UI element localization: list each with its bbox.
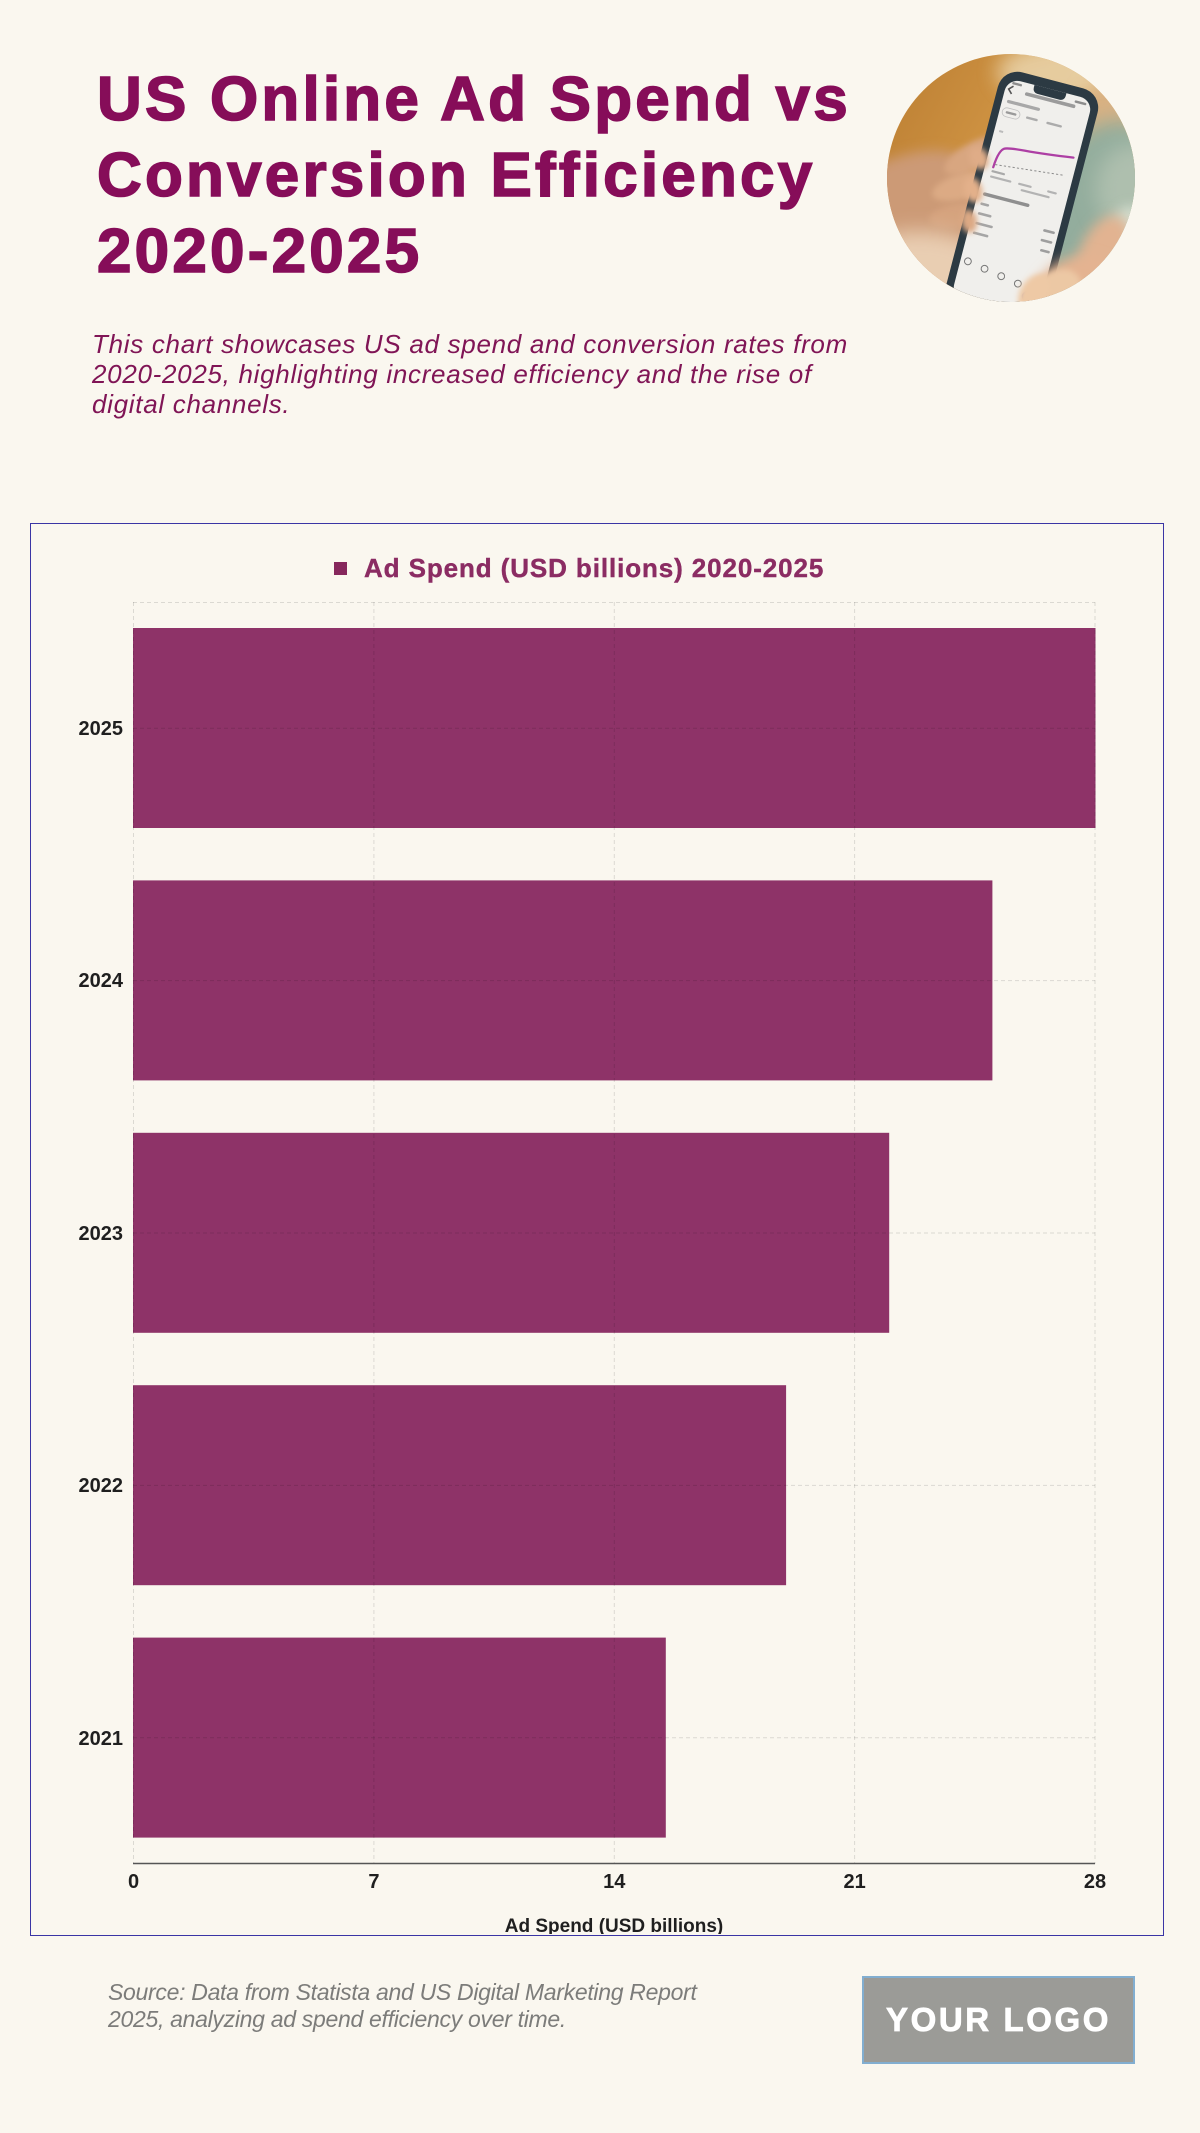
svg-text:7: 7 bbox=[368, 1871, 379, 1893]
svg-text:2021: 2021 bbox=[79, 1728, 124, 1750]
svg-text:21: 21 bbox=[843, 1871, 865, 1893]
svg-text:2025: 2025 bbox=[79, 718, 124, 740]
svg-text:14: 14 bbox=[603, 1871, 626, 1893]
svg-text:2024: 2024 bbox=[79, 970, 124, 992]
svg-text:2022: 2022 bbox=[79, 1475, 124, 1497]
svg-text:28: 28 bbox=[1084, 1871, 1106, 1893]
svg-text:Ad Spend (USD billions): Ad Spend (USD billions) bbox=[505, 1916, 724, 1934]
svg-text:2023: 2023 bbox=[79, 1223, 124, 1245]
svg-text:0: 0 bbox=[128, 1871, 139, 1893]
